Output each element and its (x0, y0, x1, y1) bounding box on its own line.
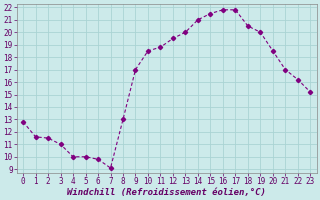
X-axis label: Windchill (Refroidissement éolien,°C): Windchill (Refroidissement éolien,°C) (67, 188, 266, 197)
